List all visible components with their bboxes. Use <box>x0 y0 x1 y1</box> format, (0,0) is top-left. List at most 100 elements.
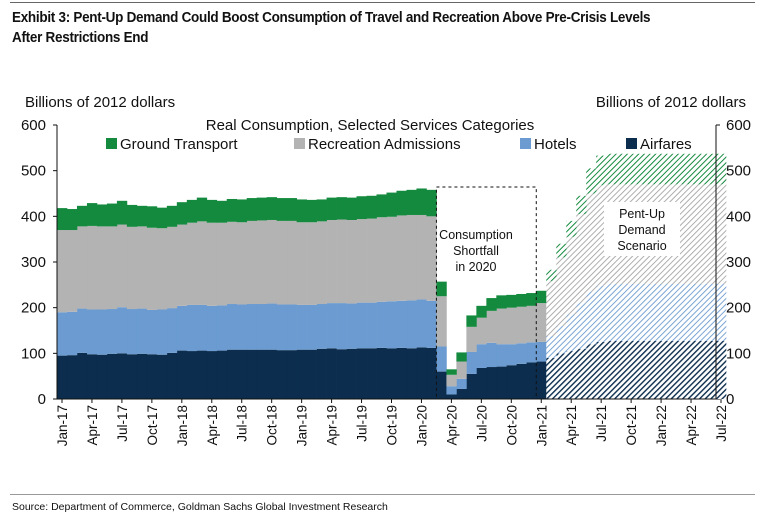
actual-hotels-oct-17 <box>146 309 158 355</box>
y-tick-left-500: 500 <box>21 163 46 180</box>
actual-airfares-aug-17 <box>126 354 138 399</box>
y-tick-left-100: 100 <box>21 345 46 362</box>
actual-recreation-admissions-dec-19 <box>406 214 417 301</box>
actual-recreation-admissions-dec-18 <box>286 220 297 305</box>
actual-hotels-feb-20 <box>426 300 437 348</box>
scenario-recreation-admissions-apr-21 <box>566 236 577 315</box>
actual-airfares-jul-17 <box>116 353 128 399</box>
actual-airfares-nov-17 <box>156 354 168 399</box>
x-tick-jan-22: Jan-22 <box>654 405 669 446</box>
legend-swatch-airfares <box>626 138 637 149</box>
scenario-hotels-jan-22 <box>656 283 667 341</box>
actual-ground-transport-nov-20 <box>516 293 527 307</box>
actual-recreation-admissions-nov-18 <box>276 220 287 305</box>
y-tick-left-0: 0 <box>38 391 46 408</box>
actual-airfares-oct-20 <box>506 365 517 399</box>
actual-recreation-admissions-jun-19 <box>346 219 357 304</box>
actual-recreation-admissions-sep-17 <box>136 226 148 309</box>
actual-ground-transport-apr-18 <box>206 199 218 223</box>
scenario-airfares-jan-22 <box>656 341 667 399</box>
actual-hotels-may-19 <box>336 303 347 350</box>
scenario-recreation-admissions-may-22 <box>696 184 707 284</box>
actual-recreation-admissions-mar-18 <box>196 221 208 305</box>
scenario-ground-transport-may-21 <box>576 195 587 215</box>
actual-recreation-admissions-sep-19 <box>376 217 387 302</box>
scenario-hotels-jun-22 <box>706 283 717 341</box>
actual-recreation-admissions-nov-20 <box>516 306 527 344</box>
shortfall-line-2: Shortfall <box>453 244 499 258</box>
actual-airfares-apr-17 <box>86 354 98 399</box>
actual-hotels-feb-18 <box>186 304 198 352</box>
actual-recreation-admissions-jul-17 <box>116 224 128 308</box>
scenario-hotels-oct-21 <box>626 283 637 341</box>
x-tick-oct-21: Oct-21 <box>624 405 639 446</box>
actual-ground-transport-mar-18 <box>196 197 208 222</box>
actual-recreation-admissions-sep-20 <box>496 308 507 345</box>
actual-hotels-dec-19 <box>406 300 417 349</box>
actual-airfares-apr-18 <box>206 351 218 399</box>
scenario-recreation-admissions-jul-22 <box>716 184 727 284</box>
actual-ground-transport-nov-17 <box>156 207 168 229</box>
actual-recreation-admissions-aug-17 <box>126 226 138 310</box>
actual-recreation-admissions-apr-17 <box>86 225 98 310</box>
actual-ground-transport-nov-18 <box>276 198 287 221</box>
actual-ground-transport-apr-17 <box>86 203 98 226</box>
actual-ground-transport-dec-17 <box>166 205 178 227</box>
scenario-hotels-may-21 <box>576 303 587 349</box>
actual-airfares-feb-20 <box>426 347 437 399</box>
scenario-annotation: Pent-Up Demand Scenario <box>617 207 666 253</box>
scenario-ground-transport-sep-21 <box>616 153 627 185</box>
actual-hotels-nov-20 <box>516 343 527 364</box>
x-tick-jul-21: Jul-21 <box>594 405 609 442</box>
actual-airfares-jun-19 <box>346 348 357 399</box>
scenario-airfares-mar-22 <box>676 341 687 399</box>
actual-recreation-admissions-apr-20 <box>446 374 457 387</box>
actual-hotels-aug-17 <box>126 309 138 355</box>
actual-ground-transport-dec-18 <box>286 198 297 221</box>
actual-airfares-feb-19 <box>306 349 317 399</box>
actual-airfares-jan-19 <box>296 349 307 399</box>
actual-recreation-admissions-jun-20 <box>466 326 477 352</box>
actual-airfares-mar-17 <box>76 352 88 399</box>
actual-hotels-nov-17 <box>156 309 168 355</box>
actual-ground-transport-oct-18 <box>266 197 278 220</box>
actual-ground-transport-oct-20 <box>506 294 517 308</box>
actual-ground-transport-dec-20 <box>526 293 537 306</box>
y-tick-left-400: 400 <box>21 208 46 225</box>
actual-ground-transport-apr-20 <box>446 369 457 375</box>
actual-hotels-nov-18 <box>276 304 287 351</box>
actual-recreation-admissions-jul-18 <box>236 222 248 305</box>
actual-recreation-admissions-feb-18 <box>186 222 198 305</box>
y-tick-right-200: 200 <box>726 300 751 317</box>
scenario-hotels-dec-21 <box>646 283 657 341</box>
actual-ground-transport-jul-19 <box>356 196 367 220</box>
actual-hotels-apr-19 <box>326 303 337 349</box>
scenario-airfares-jul-22 <box>716 341 727 399</box>
actual-recreation-admissions-jan-18 <box>176 224 188 306</box>
scenario-airfares-feb-22 <box>666 341 677 399</box>
actual-airfares-aug-20 <box>486 367 497 399</box>
y-axis-label-right: Billions of 2012 dollars <box>596 94 746 111</box>
scenario-ground-transport-jun-22 <box>706 153 717 185</box>
actual-ground-transport-jan-20 <box>416 188 427 215</box>
actual-ground-transport-may-17 <box>96 204 108 227</box>
scenario-airfares-apr-22 <box>686 341 697 399</box>
stacked-areas <box>57 153 727 399</box>
scenario-recreation-admissions-jul-21 <box>596 185 607 286</box>
actual-recreation-admissions-jan-19 <box>296 222 307 305</box>
x-tick-apr-21: Apr-21 <box>564 405 579 446</box>
actual-airfares-apr-20 <box>446 394 457 399</box>
scenario-recreation-admissions-jun-21 <box>586 193 597 292</box>
scenario-hotels-apr-22 <box>686 283 697 341</box>
actual-airfares-may-20 <box>456 388 467 399</box>
actual-hotels-sep-17 <box>136 308 148 354</box>
scenario-hotels-may-22 <box>696 283 707 341</box>
bottom-rule <box>10 494 755 495</box>
scenario-line-2: Demand <box>618 223 665 237</box>
scenario-airfares-jun-22 <box>706 341 717 399</box>
actual-airfares-jan-21 <box>536 361 547 399</box>
x-tick-jan-21: Jan-21 <box>534 405 549 446</box>
actual-recreation-admissions-mar-17 <box>76 226 88 309</box>
scenario-recreation-admissions-mar-22 <box>676 184 687 284</box>
actual-hotels-jan-18 <box>176 305 188 351</box>
